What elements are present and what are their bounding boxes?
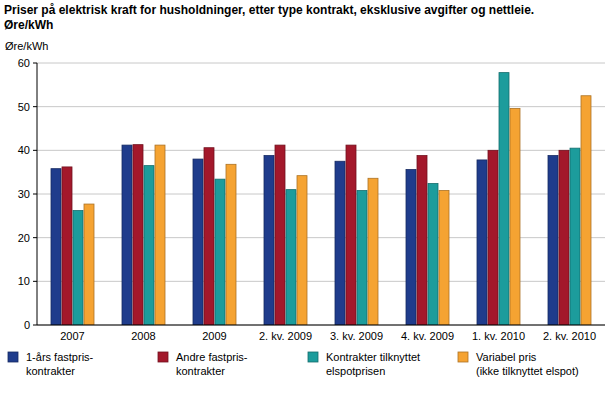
tick-label: 60 <box>18 57 30 69</box>
bar <box>286 190 296 325</box>
bars <box>51 73 591 325</box>
bar <box>133 145 143 325</box>
tick-label: 10 <box>18 275 30 287</box>
tick-label: 40 <box>18 144 30 156</box>
tick-label: 50 <box>18 101 30 113</box>
bar <box>488 150 498 325</box>
bar <box>297 176 307 325</box>
bar <box>275 145 285 325</box>
tick-label: 30 <box>18 188 30 200</box>
bar <box>510 108 520 325</box>
legend-line: kontrakter <box>176 365 225 377</box>
bar <box>226 164 236 325</box>
legend-line: kontrakter <box>26 365 75 377</box>
bar <box>73 211 83 325</box>
bar <box>215 179 225 325</box>
tick-label: 2009 <box>202 330 226 342</box>
legend-swatch <box>458 352 468 362</box>
legend-label: Kontrakter tilknyttet elspotprisen <box>326 351 420 377</box>
bar <box>155 145 165 325</box>
bar <box>570 148 580 325</box>
legend-swatch <box>308 352 318 362</box>
legend-line: Kontrakter tilknyttet <box>326 351 420 363</box>
tick-label: 2008 <box>131 330 155 342</box>
bar <box>559 150 569 325</box>
tick-label: 3. kv. 2009 <box>330 330 383 342</box>
bar <box>193 159 203 325</box>
legend-swatch <box>158 352 168 362</box>
y-axis <box>37 63 38 325</box>
bar <box>368 178 378 325</box>
tick-label: 1. kv. 2010 <box>472 330 525 342</box>
legend-line: Variabel pris <box>476 351 537 363</box>
legend-line: elspotprisen <box>326 365 385 377</box>
bar <box>264 156 274 325</box>
subtitle: Øre/kWh <box>4 18 53 32</box>
grid-line <box>37 63 605 64</box>
tick-label: 2007 <box>60 330 84 342</box>
tick <box>33 106 37 107</box>
tick-label: 0 <box>24 319 30 331</box>
bar <box>51 169 61 325</box>
bar <box>335 161 345 325</box>
bar <box>144 166 154 325</box>
bar <box>548 156 558 325</box>
tick-label: 2. kv. 2010 <box>543 330 596 342</box>
bar <box>417 156 427 325</box>
bar <box>499 73 509 325</box>
legend-line: Andre fastpris- <box>176 351 248 363</box>
tick <box>33 237 37 238</box>
chart: Priser på elektrisk kraft for husholdnin… <box>0 0 611 397</box>
y-label: Øre/kWh <box>5 40 48 52</box>
grid-line <box>37 106 605 107</box>
tick-label: 2. kv. 2009 <box>259 330 312 342</box>
tick <box>33 63 37 64</box>
bar <box>62 167 72 325</box>
tick <box>33 194 37 195</box>
x-axis <box>37 325 605 326</box>
bar <box>357 191 367 325</box>
legend-label: 1-års fastpris-kontrakter <box>26 351 94 377</box>
bar <box>581 96 591 325</box>
bar <box>122 145 132 325</box>
bar <box>84 204 94 325</box>
bar <box>439 191 449 325</box>
legend-label: Variabel pris (ikke tilknyttet elspot) <box>476 351 579 377</box>
bar <box>406 170 416 325</box>
tick <box>33 150 37 151</box>
legend-line: (ikke tilknyttet elspot) <box>476 365 579 377</box>
tick-label: 20 <box>18 232 30 244</box>
grid-line <box>37 325 605 326</box>
legend-line: 1-års fastpris- <box>26 351 94 363</box>
legend-label: Andre fastpris-kontrakter <box>176 351 248 377</box>
tick <box>33 325 37 326</box>
bar <box>346 145 356 325</box>
title: Priser på elektrisk kraft for husholdnin… <box>4 3 534 17</box>
tick-label: 4. kv. 2009 <box>401 330 454 342</box>
bar <box>477 160 487 325</box>
legend-swatch <box>8 352 18 362</box>
bar <box>428 184 438 325</box>
bar <box>204 148 214 325</box>
tick <box>33 281 37 282</box>
